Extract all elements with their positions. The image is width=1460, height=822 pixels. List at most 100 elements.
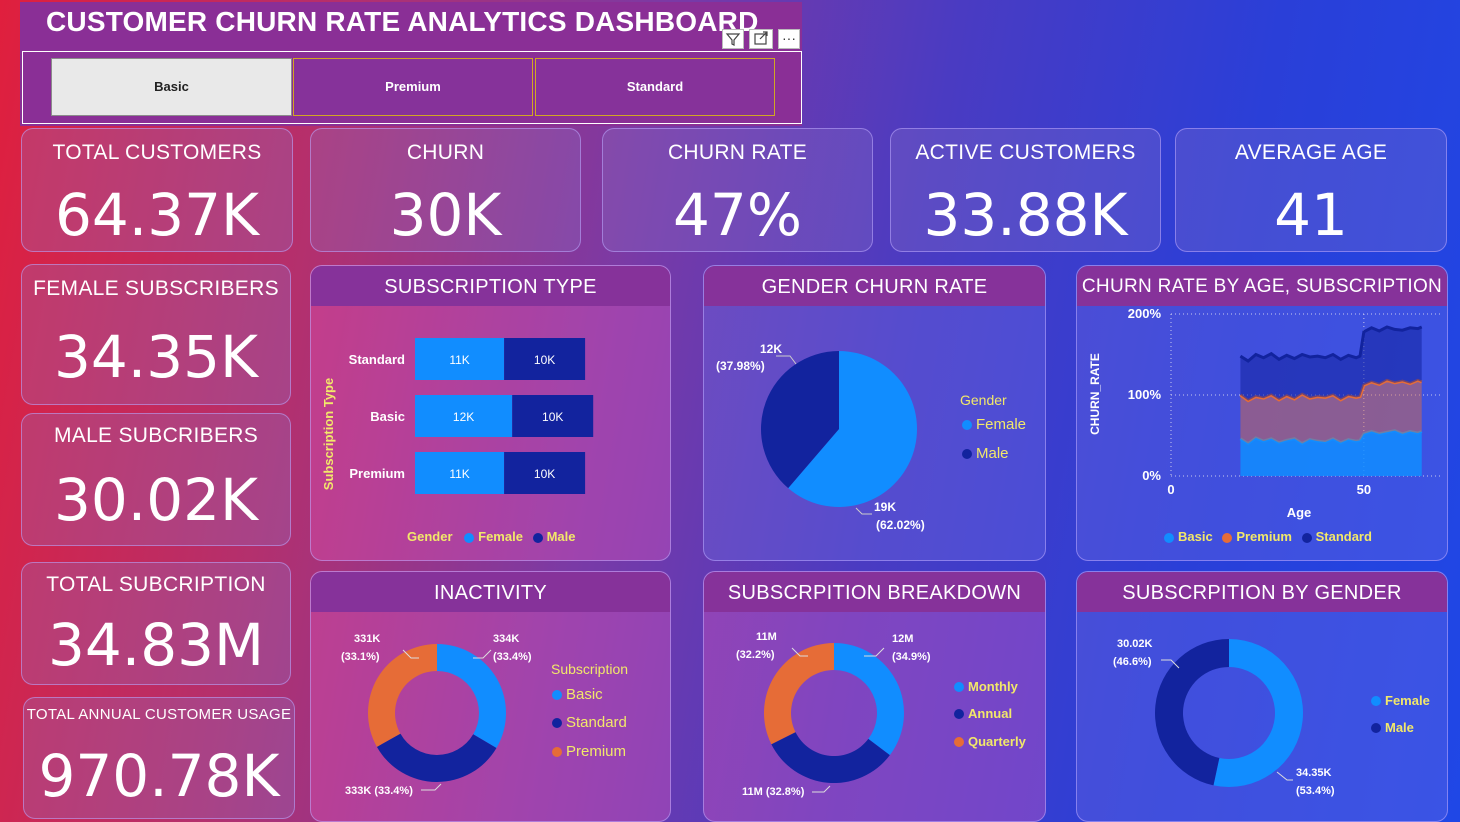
slicer-option-basic[interactable]: Basic [51, 58, 292, 116]
kpi-card-total-subscription: TOTAL SUBCRIPTION 34.83M [21, 562, 291, 685]
leader-line [791, 647, 808, 657]
legend-label-standard[interactable]: Standard [1315, 529, 1372, 544]
y-tick-label: 0% [1142, 468, 1161, 483]
panel-subscription-type: SUBSCRIPTION TYPE Subscription Type Stan… [310, 265, 671, 561]
kpi-label: TOTAL CUSTOMERS [52, 141, 262, 164]
leader-line [473, 649, 492, 659]
label-premium-value: 331K [354, 633, 380, 645]
bar-female[interactable] [415, 338, 505, 380]
legend-dot-standard [1301, 532, 1312, 543]
slice-female[interactable] [1213, 639, 1303, 787]
bar-female[interactable] [415, 452, 505, 494]
slice-premium[interactable] [368, 644, 437, 747]
y-tick-label: 200% [1128, 306, 1162, 321]
panel-title: CHURN RATE BY AGE, SUBSCRIPTION [1077, 266, 1447, 306]
filter-icon[interactable] [722, 29, 744, 49]
focus-mode-icon[interactable] [749, 29, 773, 49]
bar-male[interactable] [512, 395, 594, 437]
legend-dot-basic [1164, 532, 1174, 543]
slice-female[interactable] [788, 351, 917, 507]
subscription-type-chart: Subscription Type Standard 11K 10K Basic 12K… [321, 338, 594, 494]
label-female-value: 34.35K [1296, 767, 1332, 779]
kpi-value: 970.78K [38, 742, 280, 810]
slice-standard[interactable] [376, 733, 497, 782]
kpi-value: 30.02K [53, 466, 259, 534]
legend-gender: Gender Female Male [407, 529, 575, 544]
label-basic-pct: (33.4%) [493, 651, 532, 663]
subscription-breakdown-donut: 11M (32.2%) 12M (34.9%) 11M (32.8%) [736, 631, 931, 798]
kpi-card-active-customers: ACTIVE CUSTOMERS 33.88K [890, 128, 1161, 252]
bar-male[interactable] [504, 452, 586, 494]
bar-female[interactable] [415, 395, 513, 437]
x-tick-label: 0 [1167, 482, 1174, 497]
panel-subscription-by-gender: SUBSCRPITION BY GENDER 30.02K (46.6%) 34… [1076, 571, 1448, 822]
line-basic [1239, 429, 1423, 446]
category-label: Premium [349, 466, 405, 481]
kpi-card-male-subscribers: MALE SUBCRIBERS 30.02K [21, 413, 291, 546]
legend-item-annual[interactable]: Annual [954, 705, 1012, 721]
leader-line [1161, 659, 1180, 669]
label-monthly-pct: (34.9%) [892, 651, 931, 663]
legend-item-premium[interactable]: Premium [552, 743, 626, 760]
line-standard [1239, 325, 1423, 363]
legend-item-quarterly[interactable]: Quarterly [954, 733, 1026, 749]
legend-item-female[interactable]: Female [1371, 692, 1430, 708]
legend-dot-standard [552, 718, 562, 729]
label-basic-value: 334K [493, 633, 519, 645]
legend-label-premium[interactable]: Premium [1236, 529, 1292, 544]
slice-annual[interactable] [771, 732, 890, 783]
kpi-value: 47% [673, 181, 802, 249]
legend-label-female[interactable]: Female [478, 529, 523, 544]
slicer-box [22, 51, 802, 124]
area-standard[interactable] [1240, 326, 1422, 401]
slicer-option-standard[interactable]: Standard [535, 58, 775, 116]
legend-item-monthly[interactable]: Monthly [954, 678, 1018, 694]
slice-basic[interactable] [437, 644, 506, 749]
kpi-value: 30K [389, 181, 502, 249]
bar-value-label: 10K [542, 410, 563, 424]
label-male-pct: (37.98%) [716, 359, 765, 373]
area-premium[interactable] [1240, 380, 1422, 444]
legend-label-male: Male [976, 445, 1009, 462]
label-monthly-value: 12M [892, 633, 913, 645]
y-axis-title: Subscription Type [321, 378, 336, 490]
bar-value-label: 12K [453, 410, 474, 424]
slicer-option-premium[interactable]: Premium [293, 58, 533, 116]
legend-dot-monthly [954, 682, 964, 693]
kpi-card-churn-rate: CHURN RATE 47% [602, 128, 873, 252]
label-premium-pct: (33.1%) [341, 651, 380, 663]
legend-item-male[interactable]: Male [962, 445, 1009, 462]
more-options-icon[interactable]: ··· [778, 29, 800, 49]
legend-dot-female [464, 532, 475, 543]
kpi-label: ACTIVE CUSTOMERS [915, 141, 1136, 164]
legend-dot-female [962, 420, 972, 431]
legend-item-female[interactable]: Female [962, 416, 1026, 433]
panel-subscription-breakdown: SUBSCRPITION BREAKDOWN 11M (32.2%) 12M (… [703, 571, 1046, 822]
x-tick-label: 50 [1357, 482, 1371, 497]
legend-title: Gender [407, 529, 453, 544]
slice-male[interactable] [1155, 639, 1229, 786]
page-title: CUSTOMER CHURN RATE ANALYTICS DASHBOARD [46, 6, 759, 37]
legend-dot-male [1371, 723, 1381, 734]
kpi-value: 33.88K [923, 181, 1128, 249]
subscription-by-gender-donut: 30.02K (46.6%) 34.35K (53.4%) [1113, 638, 1335, 797]
kpi-value: 34.83M [47, 611, 265, 679]
kpi-value: 64.37K [54, 181, 260, 249]
y-tick-label: 100% [1128, 387, 1162, 402]
legend-item-standard[interactable]: Standard [552, 714, 627, 731]
legend-item-basic[interactable]: Basic [552, 686, 603, 703]
slice-quarterly[interactable] [764, 643, 834, 745]
kpi-label: MALE SUBCRIBERS [53, 424, 259, 447]
bar-value-label: 11K [449, 467, 469, 481]
legend-label-basic[interactable]: Basic [1178, 529, 1213, 544]
panel-title: GENDER CHURN RATE [704, 266, 1045, 306]
inactivity-donut: 331K (33.1%) 334K (33.4%) 333K (33.4%) [341, 633, 532, 797]
slice-male[interactable] [761, 351, 839, 489]
legend-dot-male [962, 449, 972, 460]
bar-male[interactable] [504, 338, 586, 380]
legend-item-male[interactable]: Male [1371, 719, 1414, 735]
panel-title: SUBSCRPITION BREAKDOWN [704, 572, 1045, 612]
legend-label-male[interactable]: Male [546, 529, 576, 544]
slice-monthly[interactable] [834, 643, 904, 756]
y-axis-title: CHURN_RATE [1088, 353, 1102, 435]
